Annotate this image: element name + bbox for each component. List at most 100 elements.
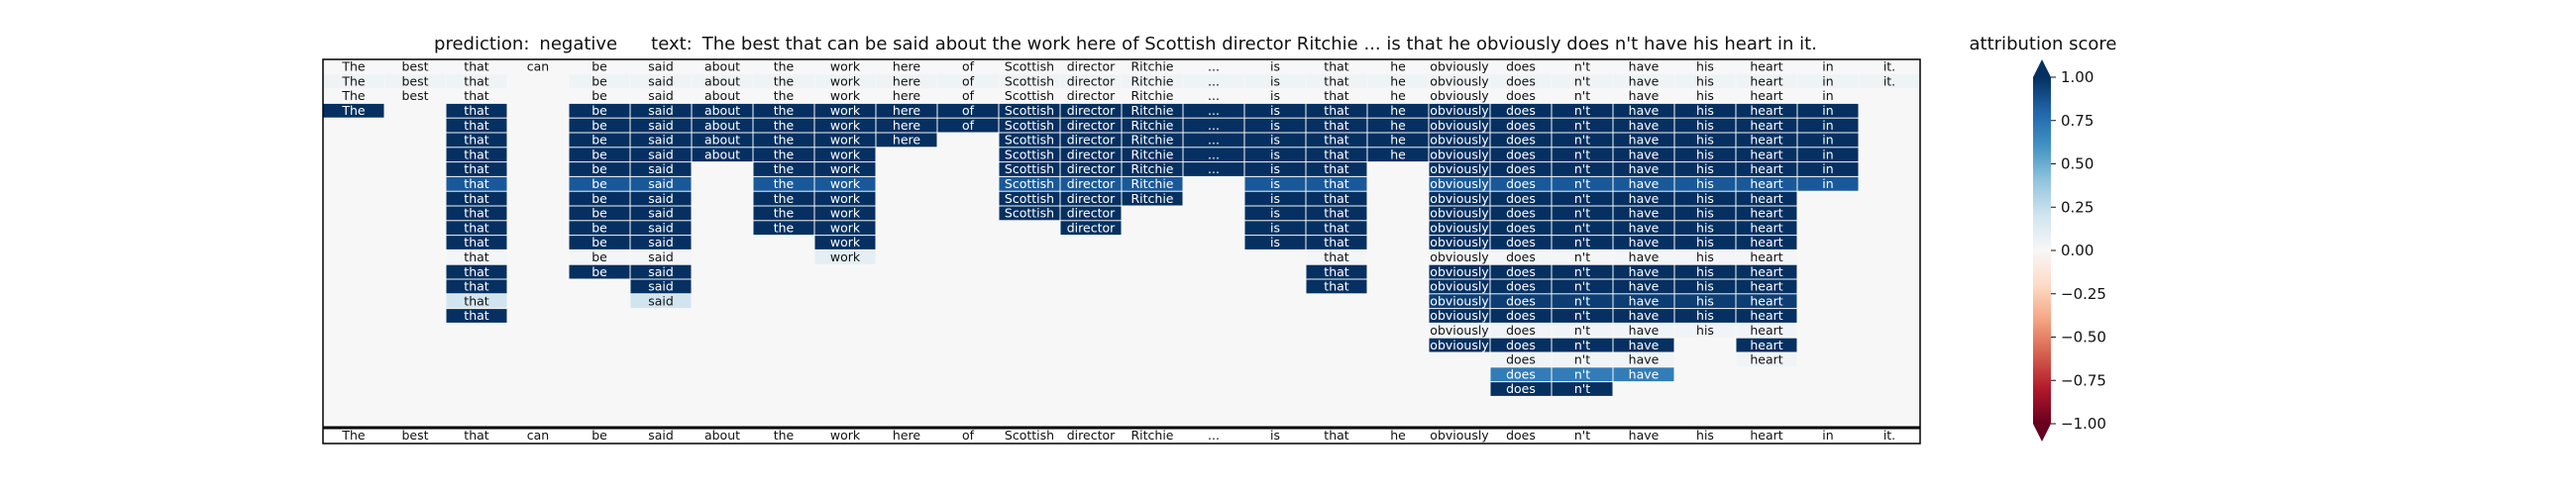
heatmap-cell [937, 103, 999, 118]
token-label: here [893, 103, 920, 118]
token-label: best [401, 59, 428, 74]
token-label: the [774, 73, 795, 88]
token-label: in [1822, 88, 1833, 103]
heatmap-cell [1490, 352, 1552, 367]
token-label: the [774, 206, 795, 221]
token-label: said [648, 220, 674, 235]
token-label: is [1270, 59, 1280, 74]
heatmap-cell [1736, 236, 1797, 249]
token-label: n't [1574, 220, 1590, 235]
heatmap-cell [1060, 103, 1122, 118]
token-label: director [1067, 133, 1116, 148]
token-label: that [464, 279, 488, 294]
token-label: have [1629, 264, 1660, 279]
heatmap-cell [630, 118, 692, 133]
token-label: does [1506, 249, 1536, 264]
token-label: work [830, 235, 861, 249]
heatmap-cell [1122, 162, 1183, 176]
heatmap-cell [1736, 206, 1797, 221]
token-label: of [962, 88, 975, 103]
token-label: be [591, 264, 607, 279]
token-label: is [1270, 147, 1280, 161]
token-label: obviously [1430, 308, 1489, 323]
heatmap-cell [323, 103, 384, 118]
token-label: obviously [1430, 235, 1489, 249]
heatmap-cell [569, 162, 630, 176]
token-label: that [464, 220, 488, 235]
heatmap-cell [446, 148, 507, 162]
heatmap-cell [1306, 249, 1367, 264]
heatmap-cell [1490, 279, 1552, 294]
token-label: work [830, 103, 861, 118]
heatmap-cell [1613, 294, 1674, 309]
heatmap-cell [814, 162, 876, 176]
token-label: work [830, 59, 861, 74]
heatmap-cell [1552, 148, 1613, 162]
token-label: he [1390, 147, 1406, 161]
heatmap-cell [1367, 148, 1429, 162]
heatmap-cell [1244, 176, 1306, 191]
heatmap-cell [1613, 221, 1674, 236]
heatmap-cell [1613, 249, 1674, 264]
token-label: said [648, 293, 674, 308]
heatmap-cell [630, 148, 692, 162]
heatmap-cell [1552, 338, 1613, 352]
heatmap-cell [1674, 323, 1736, 338]
heatmap-cell [1122, 133, 1183, 148]
bottom-token-label: ... [1208, 428, 1220, 443]
token-label: have [1629, 220, 1660, 235]
token-label: does [1506, 206, 1536, 221]
token-label: it. [1883, 73, 1895, 88]
token-label: here [893, 118, 920, 133]
heatmap-cell [1613, 352, 1674, 367]
heatmap-cell [630, 249, 692, 264]
bottom-token-label: about [704, 428, 740, 443]
heatmap-cell [569, 74, 630, 89]
heatmap-cell [569, 249, 630, 264]
token-label: his [1696, 118, 1714, 133]
heatmap-cell [1429, 191, 1490, 206]
token-label: that [1324, 147, 1348, 161]
token-label: Scottish [1005, 206, 1054, 221]
token-label: is [1270, 220, 1280, 235]
token-label: be [591, 103, 607, 118]
heatmap-cell [1552, 352, 1613, 367]
heatmap-cell [1552, 264, 1613, 279]
token-label: n't [1574, 133, 1590, 148]
token-label: his [1696, 147, 1714, 161]
token-label: is [1270, 161, 1280, 176]
heatmap-cell [814, 236, 876, 249]
token-label: heart [1750, 176, 1782, 191]
token-label: have [1629, 59, 1660, 74]
heatmap-cell [1490, 148, 1552, 162]
token-label: best [401, 73, 428, 88]
token-label: have [1629, 323, 1660, 338]
heatmap-cell [1674, 309, 1736, 323]
token-label: director [1067, 176, 1116, 191]
colorbar: 1.00 0.75 0.50 0.25 0.00 −0.25 −0.50 −0.75 −1.00 [2033, 59, 2106, 442]
token-label: director [1067, 220, 1116, 235]
token-label: n't [1574, 352, 1590, 367]
heatmap-cell [1797, 74, 1859, 89]
heatmap-cell [753, 103, 814, 118]
token-label: does [1506, 88, 1536, 103]
heatmap-cell [1674, 294, 1736, 309]
token-label: his [1696, 249, 1714, 264]
heatmap-cell [1674, 176, 1736, 191]
token-label: he [1390, 59, 1406, 74]
heatmap-cell [1490, 133, 1552, 148]
token-label: is [1270, 73, 1280, 88]
token-label: Scottish [1005, 103, 1054, 118]
heatmap-cell [1552, 382, 1613, 396]
heatmap-cell [753, 191, 814, 206]
token-label: obviously [1430, 88, 1489, 103]
heatmap-cell [1244, 221, 1306, 236]
token-label: obviously [1430, 206, 1489, 221]
token-label: said [648, 249, 674, 264]
token-label: that [464, 249, 488, 264]
heatmap-cell [1797, 176, 1859, 191]
token-label: have [1629, 118, 1660, 133]
heatmap-cell [1797, 148, 1859, 162]
token-label: obviously [1430, 338, 1489, 352]
